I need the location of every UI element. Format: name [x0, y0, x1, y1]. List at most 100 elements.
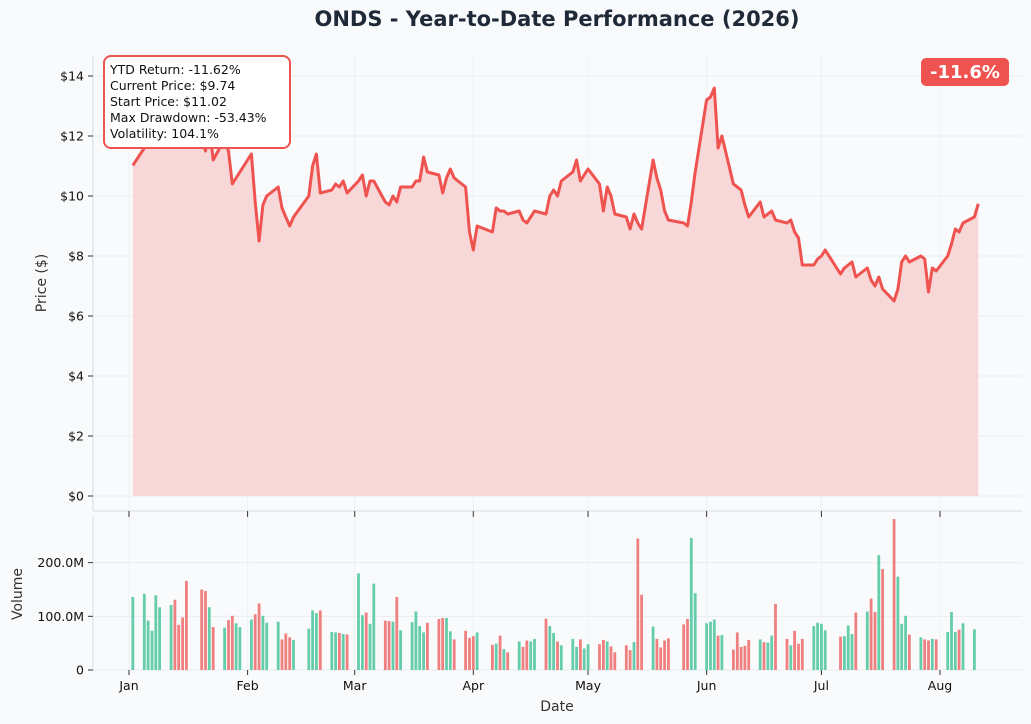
stat-start-price: Start Price: $11.02 [110, 94, 227, 109]
volume-bar [712, 619, 716, 670]
date-tick-label: Feb [237, 678, 259, 693]
price-tick-label: $0 [68, 489, 84, 504]
volume-bar [816, 622, 819, 670]
volume-bar [720, 635, 724, 670]
volume-bar [204, 591, 207, 670]
volume-bar [441, 617, 445, 670]
volume-bar [181, 617, 184, 670]
volume-bar [575, 646, 578, 670]
volume-bar [873, 612, 877, 670]
stat-volatility: Volatility: 104.1% [110, 126, 219, 141]
volume-bar [357, 573, 360, 670]
volume-bar [548, 626, 552, 670]
volume-bar [391, 621, 395, 670]
price-tick-label: $4 [68, 369, 84, 384]
volume-bar [315, 613, 318, 670]
volume-bar [364, 612, 368, 670]
volume-bar [200, 589, 204, 670]
volume-bar [318, 610, 322, 670]
volume-bar [491, 644, 494, 670]
volume-bar [651, 626, 655, 670]
volume-bar [422, 632, 425, 670]
price-y-ticks: $0 $2 $4 $6 $8 $10 $12 $14 [60, 69, 93, 504]
volume-bar [517, 641, 521, 670]
volume-bar [250, 619, 253, 670]
volume-bar [544, 618, 548, 670]
volume-bar [261, 615, 265, 670]
date-x-ticks: Jan Feb Mar Apr May Jun Jul Aug [118, 511, 952, 693]
price-tick-label: $8 [68, 249, 84, 264]
return-badge-bg [921, 58, 1009, 86]
volume-bar [689, 537, 693, 670]
stat-max-drawdown: Max Drawdown: -53.43% [110, 110, 267, 125]
volume-panel: 0 100.0M 200.0M Jan Feb Mar Apr May Jun Jul Aug V… [10, 511, 1022, 715]
volume-bar [758, 639, 762, 670]
volume-bar [797, 643, 800, 670]
volume-bar [399, 630, 402, 670]
volume-bar [276, 621, 280, 670]
volume-bar [946, 631, 950, 670]
volume-bar [789, 645, 793, 670]
volume-bar [142, 593, 146, 670]
volume-bar [793, 630, 796, 670]
volume-bar [498, 635, 502, 670]
volume-bar [632, 642, 636, 670]
stats-box-frame [103, 55, 291, 149]
price-tick-label: $10 [60, 189, 84, 204]
date-x-label: Date [540, 699, 573, 715]
volume-y-ticks: 0 100.0M 200.0M [37, 555, 93, 678]
volume-y-label: Volume [10, 568, 26, 620]
volume-bar [223, 627, 226, 670]
volume-bar [471, 636, 475, 670]
volume-bar [716, 635, 720, 670]
volume-bar [418, 626, 422, 670]
stat-current-price: Current Price: $9.74 [110, 78, 235, 93]
volume-bar [292, 639, 295, 670]
date-tick-label: Mar [343, 678, 367, 693]
volume-bar [448, 631, 452, 670]
volume-bar [762, 642, 766, 670]
volume-bar [559, 645, 563, 670]
volume-bar [383, 620, 387, 670]
volume-bar [877, 555, 881, 670]
volume-bar [640, 594, 643, 670]
volume-bar [854, 612, 858, 670]
volume-bar [930, 638, 934, 670]
volume-bar [372, 583, 376, 670]
return-badge: -11.6% [921, 58, 1009, 86]
volume-bar [571, 638, 575, 670]
volume-bar [227, 620, 230, 670]
volume-bar [338, 633, 341, 670]
volume-bar [904, 615, 907, 670]
volume-bar [923, 639, 927, 670]
volume-bar [823, 630, 827, 670]
volume-bar [800, 638, 804, 670]
volume-bar [387, 621, 391, 670]
volume-bar [739, 646, 743, 670]
volume-bar [452, 639, 456, 670]
volume-bar [732, 649, 735, 670]
volume-bar [311, 610, 314, 670]
volume-bar [896, 576, 900, 670]
volume-bar [846, 625, 850, 670]
date-tick-label: Apr [462, 678, 484, 693]
volume-bar [464, 630, 467, 670]
chart-title: ONDS - Year-to-Date Performance (2026) [314, 7, 799, 31]
date-tick-label: May [575, 678, 601, 693]
price-y-label: Price ($) [34, 254, 50, 312]
volume-bar [865, 611, 869, 670]
date-tick-label: Jun [696, 678, 717, 693]
volume-bar [437, 619, 441, 670]
volume-bar [747, 639, 751, 670]
volume-bar [395, 597, 399, 670]
volume-bar [414, 611, 418, 670]
volume-bar [410, 622, 414, 670]
volume-bar [900, 623, 904, 670]
volume-bar [173, 599, 177, 670]
stats-box: YTD Return: -11.62% Current Price: $9.74… [103, 55, 291, 149]
volume-bar [961, 623, 965, 670]
volume-bar [892, 519, 896, 670]
volume-bar [770, 635, 774, 670]
volume-bar [521, 646, 525, 670]
volume-bar [705, 623, 708, 670]
